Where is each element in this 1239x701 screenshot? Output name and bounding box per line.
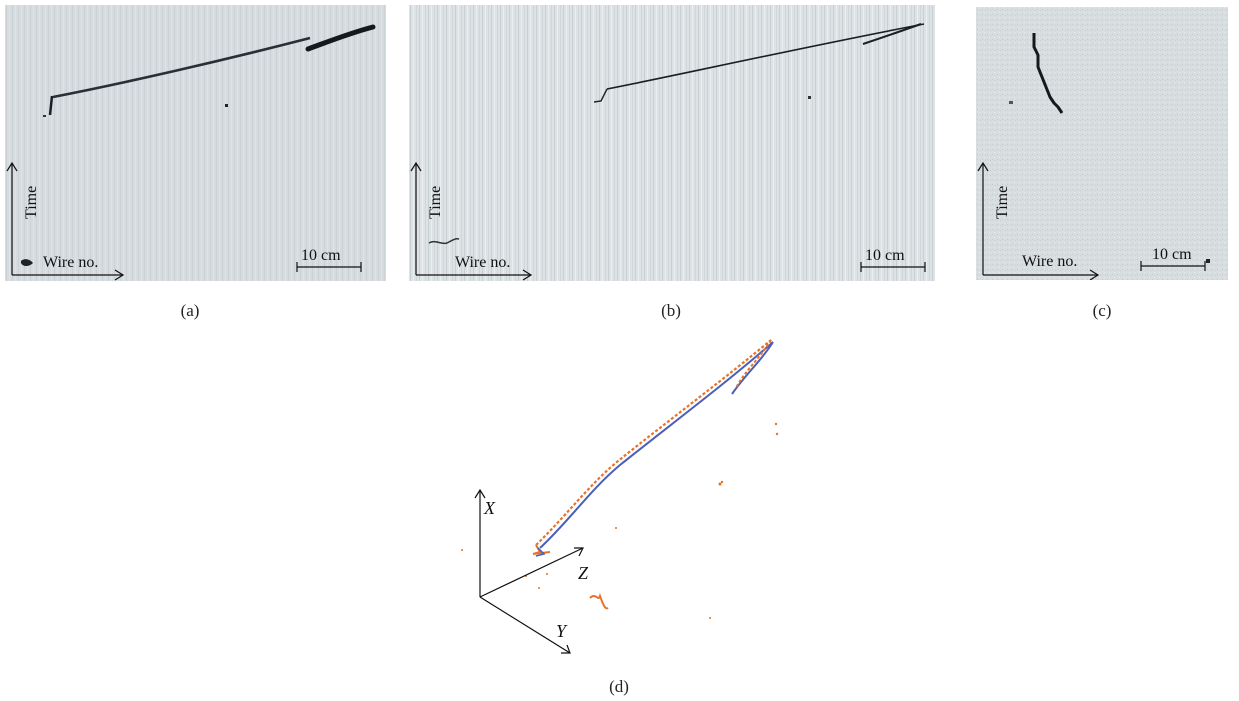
scale-bar-label: 10 cm: [865, 247, 905, 264]
delta-ray-track: [305, 24, 376, 52]
wire-axis-label: Wire no.: [43, 254, 98, 271]
x-axis-label: X: [483, 498, 496, 518]
scale-bar-label: 10 cm: [301, 247, 341, 264]
caption-c: (c): [1092, 301, 1112, 320]
wire-axis-label: Wire no.: [455, 254, 510, 271]
caption-d: (d): [609, 677, 629, 696]
time-axis-label: Time: [427, 186, 444, 219]
reco-track-orange: [535, 339, 772, 546]
muon-track: [606, 23, 925, 90]
reconstruction-3d: X Z Y: [440, 330, 800, 670]
y-axis-label: Y: [556, 621, 568, 641]
muon-track: [52, 36, 311, 99]
wire-axis-label: Wire no.: [1022, 253, 1077, 270]
event-display-b: Time Wire no. 10 cm: [409, 5, 935, 281]
reco-track-blue: [539, 341, 774, 549]
z-axis-label: Z: [578, 563, 589, 583]
event-display-c: Time Wire no. 10 cm: [976, 7, 1228, 280]
time-axis-label: Time: [994, 186, 1011, 219]
event-display-a: Time Wire no. 10 cm: [5, 5, 386, 281]
caption-b: (b): [661, 301, 681, 320]
time-axis-label: Time: [23, 186, 40, 219]
caption-a: (a): [180, 301, 200, 320]
short-track: [1032, 33, 1064, 114]
scale-bar-label: 10 cm: [1152, 246, 1192, 263]
delta-ray-track: [862, 23, 922, 45]
